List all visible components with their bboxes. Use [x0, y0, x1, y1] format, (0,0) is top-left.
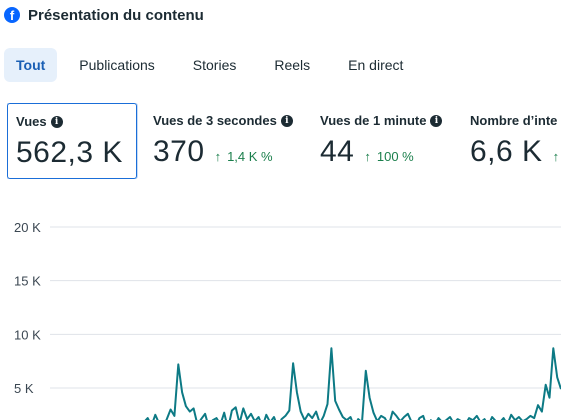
metric-change-value: 100 % [376, 149, 414, 164]
chart-grid [50, 226, 561, 389]
metric-label-row: Vues de 3 secondes i [153, 113, 293, 128]
facebook-icon: f [4, 7, 20, 23]
tab-tout[interactable]: Tout [4, 48, 58, 82]
metric-label: Nombre d’inte [470, 113, 558, 128]
metric-change-value: 1,4 K % [227, 149, 273, 164]
y-tick-label: 5 K [14, 381, 34, 396]
metric-value-row: 370 ↑ 1,4 K % [153, 135, 273, 169]
page-header: f Présentation du contenu [4, 5, 204, 25]
metric-label: Vues de 1 minute [320, 113, 427, 128]
views-line-chart[interactable]: 20 K 15 K 10 K 5 K [0, 210, 561, 420]
metric-label-row: Vues i [16, 114, 63, 129]
metric-label: Vues de 3 secondes [153, 113, 277, 128]
metric-value-row: 6,6 K ↑ 1 [470, 135, 561, 169]
metric-value-row: 562,3 K [16, 136, 123, 170]
info-icon[interactable]: i [280, 114, 293, 127]
metric-label-row: Nombre d’inte [470, 113, 557, 128]
metric-value: 370 [153, 135, 205, 168]
y-tick-label: 10 K [14, 327, 41, 342]
metric-change: ↑ 1 [553, 149, 561, 164]
y-tick-label: 20 K [14, 220, 41, 235]
tab-reels[interactable]: Reels [274, 57, 311, 73]
chart-series [144, 347, 561, 420]
content-type-tabs: Tout Publications Stories Reels En direc… [4, 48, 419, 82]
tab-en-direct[interactable]: En direct [348, 57, 404, 73]
metric-value-row: 44 ↑ 100 % [320, 135, 414, 169]
page-title: Présentation du contenu [28, 6, 204, 24]
metric-card-vues[interactable]: Vues i 562,3 K [7, 103, 137, 179]
metrics-row: Vues i 562,3 K Vues de 3 secondes i 370 … [7, 103, 561, 179]
arrow-up-icon: ↑ [364, 149, 371, 164]
metric-label-row: Vues de 1 minute i [320, 113, 443, 128]
info-icon[interactable]: i [430, 114, 443, 127]
metric-value: 44 [320, 135, 355, 168]
info-icon[interactable]: i [50, 115, 63, 128]
tab-stories[interactable]: Stories [192, 57, 237, 73]
chart-y-axis: 20 K 15 K 10 K 5 K [14, 220, 41, 396]
metric-change: ↑ 100 % [364, 149, 413, 164]
arrow-up-icon: ↑ [552, 149, 560, 164]
metric-card-vues-3-secondes[interactable]: Vues de 3 secondes i 370 ↑ 1,4 K % [145, 103, 305, 179]
metric-card-vues-1-minute[interactable]: Vues de 1 minute i 44 ↑ 100 % [312, 103, 462, 179]
y-tick-label: 15 K [14, 274, 41, 289]
metric-label: Vues [16, 114, 47, 129]
metric-value: 6,6 K [470, 135, 543, 168]
metric-card-nombre-interactions[interactable]: Nombre d’inte 6,6 K ↑ 1 [462, 103, 561, 179]
arrow-up-icon: ↑ [214, 149, 222, 164]
metric-value: 562,3 K [16, 136, 123, 169]
tab-publications[interactable]: Publications [79, 57, 155, 73]
metric-change: ↑ 1,4 K % [215, 149, 273, 164]
series-line-vues [144, 347, 561, 420]
